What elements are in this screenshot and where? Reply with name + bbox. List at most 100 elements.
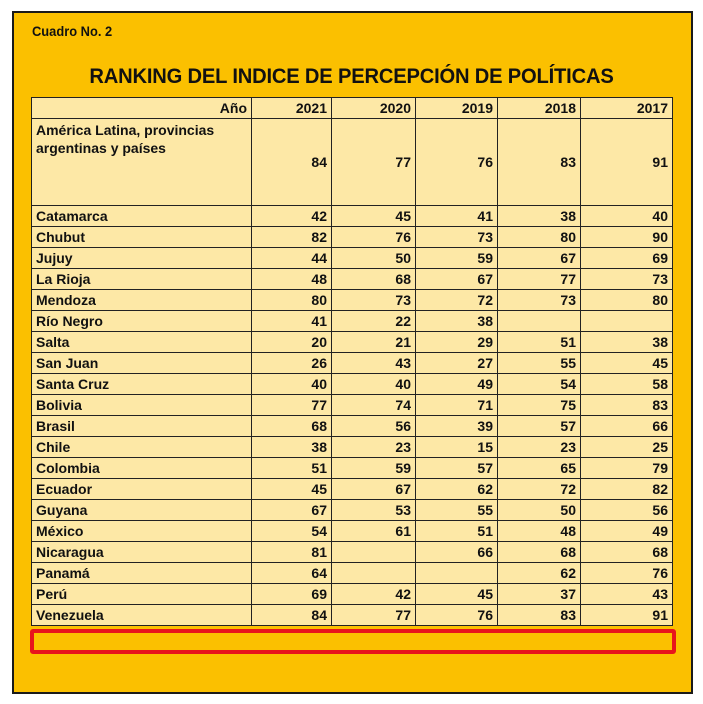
table-row: Panamá 64 62 76 <box>31 562 673 584</box>
row-name: Colombia <box>31 457 252 479</box>
row-value: 55 <box>415 499 498 521</box>
row-value: 77 <box>251 394 332 416</box>
row-value: 45 <box>415 583 498 605</box>
row-value: 45 <box>331 205 416 227</box>
row-value: 51 <box>251 457 332 479</box>
row-name: Río Negro <box>31 310 252 332</box>
table-row: Colombia 51 59 57 65 79 <box>31 457 673 479</box>
row-value: 67 <box>497 247 581 269</box>
row-name: Nicaragua <box>31 541 252 563</box>
row-value: 27 <box>415 352 498 374</box>
row-value: 20 <box>251 331 332 353</box>
header-year: 2018 <box>497 97 581 119</box>
table-row: México 54 61 51 48 49 <box>31 520 673 542</box>
row-name: La Rioja <box>31 268 252 290</box>
row-value: 84 <box>251 604 332 626</box>
row-value: 62 <box>497 562 581 584</box>
row-name: Jujuy <box>31 247 252 269</box>
row-value: 45 <box>580 352 673 374</box>
row-name: Ecuador <box>31 478 252 500</box>
row-value: 50 <box>497 499 581 521</box>
table-header-row: Año 2021 2020 2019 2018 2017 <box>31 97 673 119</box>
row-name: San Juan <box>31 352 252 374</box>
row-value: 54 <box>497 373 581 395</box>
row-value: 68 <box>497 541 581 563</box>
row-value: 73 <box>331 289 416 311</box>
table-row: Chile 38 23 15 23 25 <box>31 436 673 458</box>
row-value <box>331 562 416 584</box>
row-value: 56 <box>331 415 416 437</box>
row-value: 58 <box>580 373 673 395</box>
row-value: 59 <box>415 247 498 269</box>
row-value: 29 <box>415 331 498 353</box>
row-value: 65 <box>497 457 581 479</box>
table-row: San Juan 26 43 27 55 45 <box>31 352 673 374</box>
row-value: 80 <box>497 226 581 248</box>
row-value: 59 <box>331 457 416 479</box>
table-row: Perú 69 42 45 37 43 <box>31 583 673 605</box>
row-name: Catamarca <box>31 205 252 227</box>
row-value: 40 <box>251 373 332 395</box>
table-title: RANKING DEL INDICE DE PERCEPCIÓN DE POLÍ… <box>89 65 614 88</box>
table-row: Chubut 82 76 73 80 90 <box>31 226 673 248</box>
row-name: Brasil <box>31 415 252 437</box>
row-value: 44 <box>251 247 332 269</box>
row-value: 54 <box>251 520 332 542</box>
table-row: Río Negro 41 22 38 <box>31 310 673 332</box>
header-year-label: Año <box>31 97 252 119</box>
row-value: 68 <box>580 541 673 563</box>
ranking-table: Año 2021 2020 2019 2018 2017 América Lat… <box>31 97 673 626</box>
row-name: Perú <box>31 583 252 605</box>
table-row: Guyana 67 53 55 50 56 <box>31 499 673 521</box>
row-name: Mendoza <box>31 289 252 311</box>
row-value: 38 <box>251 436 332 458</box>
row-value: 69 <box>251 583 332 605</box>
row-value <box>331 541 416 563</box>
row-value: 56 <box>580 499 673 521</box>
table-row: Mendoza 80 73 72 73 80 <box>31 289 673 311</box>
row-value: 67 <box>415 268 498 290</box>
row-value: 41 <box>415 205 498 227</box>
row-value: 66 <box>415 541 498 563</box>
table-row: Jujuy 44 50 59 67 69 <box>31 247 673 269</box>
row-value: 66 <box>580 415 673 437</box>
row-value: 40 <box>331 373 416 395</box>
header-year: 2020 <box>331 97 416 119</box>
row-value <box>497 310 581 332</box>
row-value: 83 <box>580 394 673 416</box>
table-row: Nicaragua 81 66 68 68 <box>31 541 673 563</box>
row-value: 83 <box>497 604 581 626</box>
row-value: 79 <box>580 457 673 479</box>
row-value: 72 <box>415 289 498 311</box>
row-value: 43 <box>331 352 416 374</box>
table-row: Brasil 68 56 39 57 66 <box>31 415 673 437</box>
row-name: Chile <box>31 436 252 458</box>
row-value: 76 <box>331 226 416 248</box>
row-value: 57 <box>415 457 498 479</box>
row-value: 53 <box>331 499 416 521</box>
row-value: 69 <box>580 247 673 269</box>
row-value: 48 <box>497 520 581 542</box>
header-year: 2019 <box>415 97 498 119</box>
row-value: 55 <box>497 352 581 374</box>
row-value: 50 <box>331 247 416 269</box>
row-value: 43 <box>580 583 673 605</box>
row-value: 38 <box>415 310 498 332</box>
highlight-box-peru <box>30 629 676 654</box>
row-value: 51 <box>415 520 498 542</box>
row-value <box>415 562 498 584</box>
row-value: 76 <box>580 562 673 584</box>
row-value: 64 <box>251 562 332 584</box>
row-value: 38 <box>497 205 581 227</box>
row-value: 80 <box>251 289 332 311</box>
row-value: 67 <box>331 478 416 500</box>
row-name: Venezuela <box>31 604 252 626</box>
row-value: 68 <box>251 415 332 437</box>
row-value: 73 <box>415 226 498 248</box>
row-value: 49 <box>580 520 673 542</box>
row-value: 48 <box>251 268 332 290</box>
table-row: La Rioja 48 68 67 77 73 <box>31 268 673 290</box>
row-value: 67 <box>251 499 332 521</box>
row-value: 21 <box>331 331 416 353</box>
header-year: 2021 <box>251 97 332 119</box>
